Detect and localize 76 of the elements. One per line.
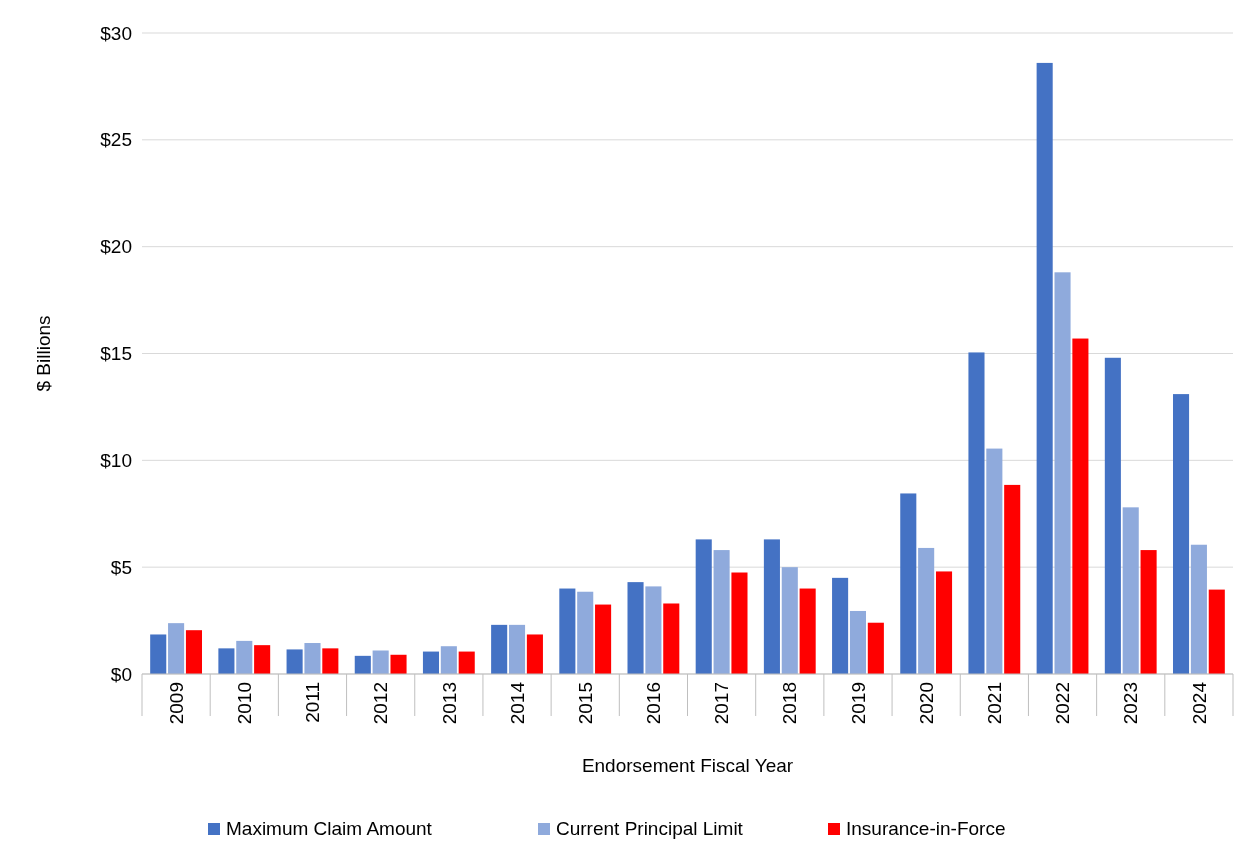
bar [832, 577, 849, 674]
bar [390, 654, 407, 674]
bar [526, 634, 543, 674]
x-axis-title: Endorsement Fiscal Year [581, 755, 794, 776]
bar [150, 634, 167, 674]
bar [440, 646, 457, 674]
x-tick-label: 2010 [233, 682, 255, 725]
x-tick-label: 2023 [1120, 682, 1142, 725]
bar [577, 591, 594, 674]
bar [968, 352, 985, 674]
bar [236, 640, 253, 674]
x-tick-label: 2018 [779, 682, 801, 725]
x-tick-label: 2024 [1188, 681, 1210, 725]
x-tick-label: 2011 [302, 682, 324, 723]
bar [1054, 272, 1071, 674]
bar [695, 539, 712, 674]
bar [322, 648, 339, 674]
bar [559, 588, 576, 674]
x-tick-label: 2020 [915, 682, 937, 725]
x-tick-label: 2013 [438, 682, 460, 725]
bar [763, 539, 780, 674]
bar [1072, 338, 1089, 674]
x-tick-label: 2016 [643, 682, 665, 725]
bar [354, 655, 371, 674]
legend-label: Maximum Claim Amount [226, 818, 433, 839]
bar [731, 572, 748, 674]
y-tick-label: $25 [100, 129, 132, 151]
bar [713, 550, 730, 674]
bar [1172, 394, 1190, 674]
bar [1036, 62, 1053, 674]
legend-label: Current Principal Limit [556, 818, 744, 839]
bar [849, 610, 867, 674]
bar [663, 603, 680, 674]
bar [254, 645, 271, 674]
y-tick-label: $20 [100, 236, 132, 258]
bar [627, 582, 644, 674]
bar [645, 586, 662, 674]
bar [1140, 550, 1157, 674]
y-tick-label: $30 [100, 22, 132, 44]
bar [1208, 589, 1225, 674]
bar [986, 448, 1003, 674]
bar [508, 624, 526, 674]
bar [458, 651, 475, 674]
x-tick-label: 2012 [370, 682, 392, 725]
x-tick-label: 2017 [711, 682, 733, 725]
bar [1004, 484, 1021, 674]
bar [900, 493, 917, 674]
y-axis-title: $ Billions [33, 315, 54, 392]
bar [799, 588, 816, 674]
y-tick-label: $10 [100, 449, 132, 471]
bar [491, 624, 508, 674]
bar [1122, 507, 1139, 674]
y-tick-label: $5 [110, 556, 132, 578]
bar [1190, 544, 1207, 674]
x-tick-label: 2019 [847, 682, 869, 725]
x-tick-label: 2014 [506, 681, 528, 725]
bar [595, 604, 612, 674]
bar [422, 651, 440, 674]
bar [918, 547, 935, 674]
bar [286, 649, 303, 674]
y-tick-label: $0 [110, 663, 132, 685]
y-tick-label: $15 [100, 343, 132, 365]
legend-label: Insurance-in-Force [846, 818, 1006, 839]
bar [935, 571, 953, 674]
bar [1104, 357, 1121, 674]
bar [168, 623, 185, 674]
x-tick-label: 2022 [1052, 682, 1074, 725]
bar [185, 630, 203, 674]
bar [304, 643, 321, 674]
bar [218, 648, 235, 674]
bar [781, 567, 798, 674]
x-tick-label: 2015 [574, 682, 596, 725]
x-tick-label: 2021 [983, 682, 1005, 725]
bar [867, 622, 884, 674]
x-tick-label: 2009 [165, 682, 187, 725]
bar [372, 650, 389, 674]
